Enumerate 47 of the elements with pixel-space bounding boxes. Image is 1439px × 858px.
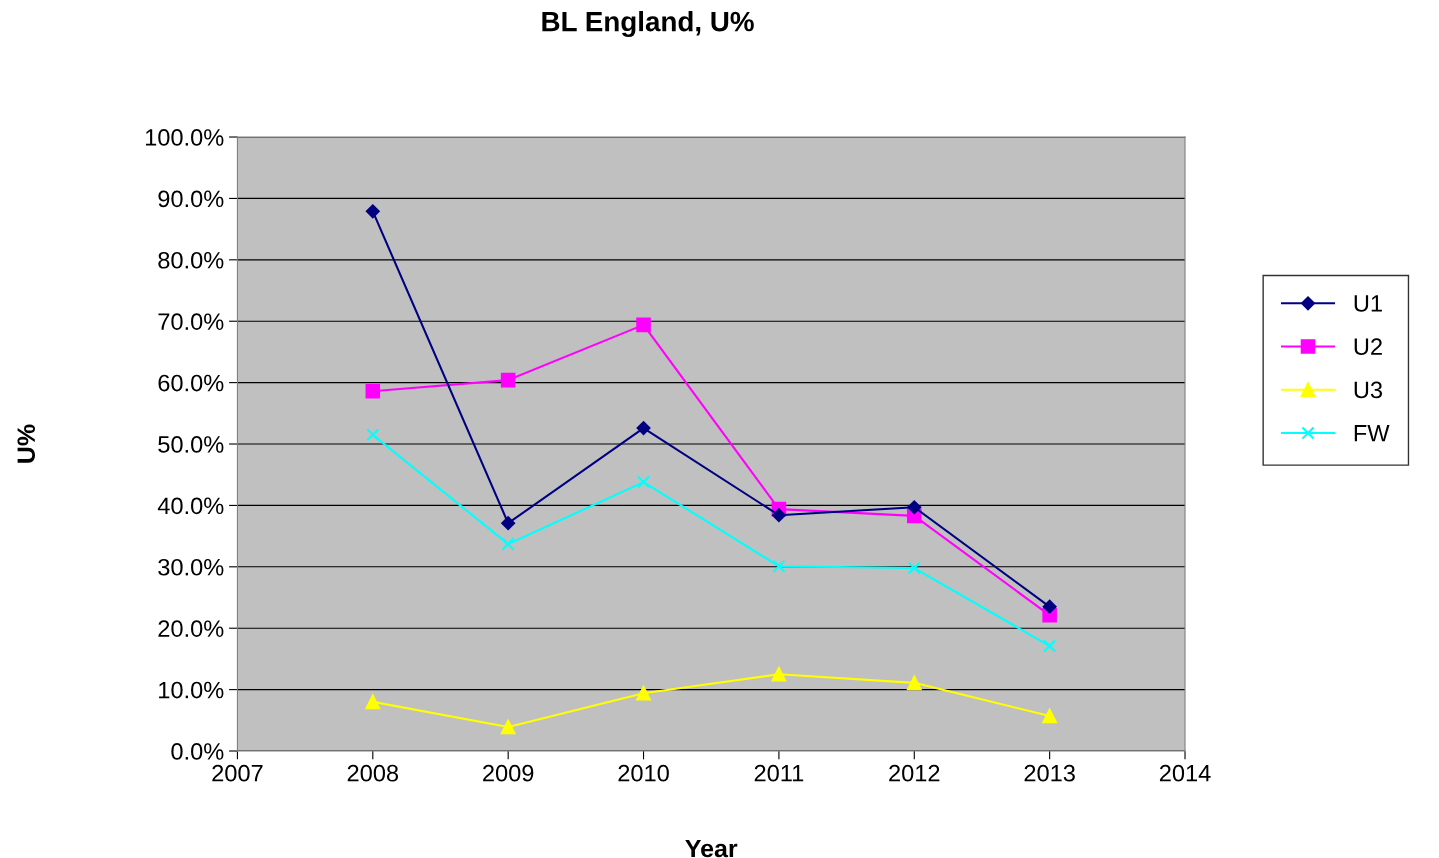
point bbox=[365, 694, 381, 710]
y-tick-label: 90.0% bbox=[158, 190, 224, 208]
legend-label: U1 bbox=[1354, 295, 1382, 312]
point bbox=[365, 204, 380, 219]
y-tick-label: 20.0% bbox=[158, 620, 224, 637]
legend-label: U2 bbox=[1354, 338, 1382, 356]
point bbox=[1043, 639, 1057, 653]
y-tick-label: 50.0% bbox=[158, 436, 224, 453]
point bbox=[771, 666, 787, 682]
point bbox=[365, 383, 381, 399]
x-tick-label: 2009 bbox=[483, 764, 534, 782]
x-tick-label: 2012 bbox=[889, 764, 940, 782]
x-tick-label: 2014 bbox=[1159, 764, 1211, 782]
x-tick-label: 2011 bbox=[754, 764, 804, 782]
legend-label: U3 bbox=[1354, 381, 1383, 399]
x-tick-label: 2007 bbox=[212, 764, 263, 782]
point bbox=[366, 428, 380, 442]
point bbox=[771, 508, 786, 523]
point bbox=[636, 421, 651, 435]
point bbox=[772, 559, 786, 573]
point bbox=[1042, 599, 1057, 614]
x-tick-label: 2013 bbox=[1024, 764, 1075, 782]
point bbox=[636, 317, 651, 333]
point bbox=[907, 561, 921, 575]
y-tick-label: 100.0% bbox=[145, 129, 224, 146]
y-tick-label: 40.0% bbox=[157, 497, 224, 515]
point bbox=[501, 516, 516, 531]
point bbox=[907, 500, 922, 515]
point bbox=[500, 719, 516, 735]
point bbox=[636, 686, 651, 701]
y-tick-label: 70.0% bbox=[158, 313, 224, 331]
y-tick-label: 10.0% bbox=[159, 681, 224, 699]
point bbox=[500, 372, 516, 388]
y-tick-label: 80.0% bbox=[158, 251, 224, 269]
point bbox=[906, 675, 922, 691]
point bbox=[501, 537, 515, 551]
point bbox=[636, 475, 651, 489]
y-tick-label: 60.0% bbox=[158, 374, 224, 392]
y-axis-title: U% bbox=[17, 424, 36, 463]
chart-title: BL England, U% bbox=[542, 11, 754, 38]
x-axis-title: Year bbox=[685, 839, 738, 858]
y-tick-label: 0.0% bbox=[171, 743, 224, 760]
y-tick-label: 30.0% bbox=[158, 558, 224, 576]
legend-label: FW bbox=[1354, 425, 1390, 442]
x-tick-label: 2008 bbox=[347, 764, 399, 782]
x-tick-label: 2010 bbox=[618, 764, 669, 782]
point bbox=[1042, 708, 1057, 724]
